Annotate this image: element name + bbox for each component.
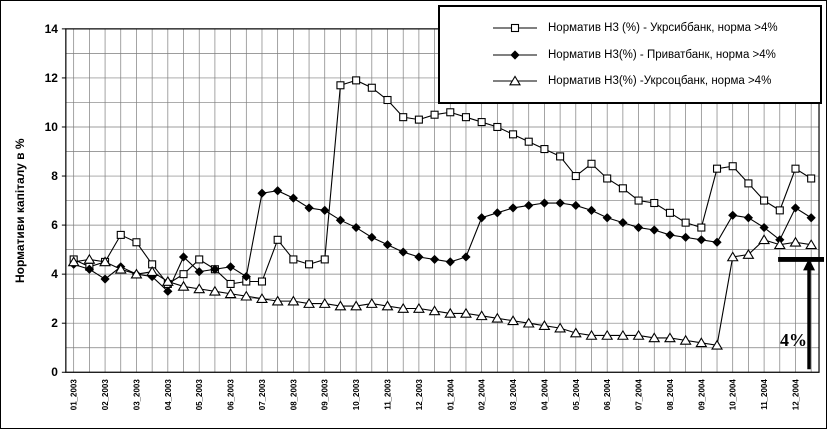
x-tick-label: 01_2003 (70, 379, 79, 411)
x-tick-label: 10_2004 (729, 379, 738, 411)
y-tick-label: 14 (45, 22, 59, 36)
x-tick-label: 02_2003 (101, 379, 110, 411)
x-tick-label: 07_2003 (258, 379, 267, 411)
legend-label: Норматив Н3(%) - Приватбанк, норма >4% (548, 48, 776, 61)
series-ukrsotsbank (67, 234, 818, 350)
y-tick-label: 2 (51, 316, 58, 330)
legend: Норматив Н3 (%) - Укрсиббанк, норма >4% Н… (438, 5, 822, 104)
y-axis: 0 2 4 6 8 10 12 14 (45, 22, 66, 379)
legend-item-ukrsibbank: Норматив Н3 (%) - Укрсиббанк, норма >4% (492, 22, 820, 34)
legend-marker-triangle-open-icon (493, 75, 537, 86)
x-tick-label: 12_2003 (415, 379, 424, 411)
x-tick-label: 08_2004 (666, 379, 675, 411)
x-tick-label: 05_2004 (572, 379, 581, 411)
x-tick-label: 04_2004 (540, 379, 549, 411)
threshold-annotation (778, 256, 825, 370)
y-axis-title: Нормативи капіталу в % (13, 138, 27, 283)
x-tick-label: 11_2003 (383, 379, 392, 410)
y-tick-label: 10 (45, 120, 59, 134)
y-tick-label: 12 (45, 71, 59, 85)
x-tick-label: 08_2003 (289, 379, 298, 411)
x-tick-label: 07_2004 (635, 379, 644, 411)
x-axis: 01_2003 02_2003 03_2003 04_2003 05_2003 06_20… (70, 379, 801, 411)
y-tick-label: 8 (51, 169, 58, 183)
legend-marker-square-open-icon (493, 23, 537, 32)
legend-item-privatbank: Норматив Н3(%) - Приватбанк, норма >4% (492, 49, 820, 61)
y-tick-label: 4 (51, 267, 58, 281)
x-tick-label: 11_2004 (760, 379, 769, 410)
legend-label: Норматив Н3 (%) - Укрсиббанк, норма >4% (548, 21, 778, 34)
series-privatbank (69, 186, 816, 296)
threshold-arrow-head (803, 258, 816, 271)
y-tick-label: 6 (51, 218, 58, 232)
x-tick-label: 09_2003 (321, 379, 330, 411)
legend-label: Норматив Н3(%) -Укрсоцбанк, норма >4% (548, 75, 772, 88)
x-tick-label: 02_2004 (478, 379, 487, 411)
x-tick-label: 10_2003 (352, 379, 361, 411)
x-tick-label: 09_2004 (697, 379, 706, 411)
x-tick-label: 03_2003 (132, 379, 141, 411)
x-tick-label: 12_2004 (791, 379, 800, 411)
x-tick-label: 04_2003 (164, 379, 173, 411)
x-tick-label: 06_2004 (603, 379, 612, 411)
x-tick-label: 01_2004 (446, 379, 455, 411)
x-tick-label: 03_2004 (509, 379, 518, 411)
legend-item-ukrsotsbank: Норматив Н3(%) -Укрсоцбанк, норма >4% (492, 75, 820, 87)
y-tick-label: 0 (51, 365, 58, 379)
threshold-label: 4% (780, 330, 807, 350)
x-tick-label: 06_2003 (227, 379, 236, 411)
x-tick-label: 05_2003 (195, 379, 204, 411)
legend-marker-diamond-filled-icon (493, 49, 537, 60)
